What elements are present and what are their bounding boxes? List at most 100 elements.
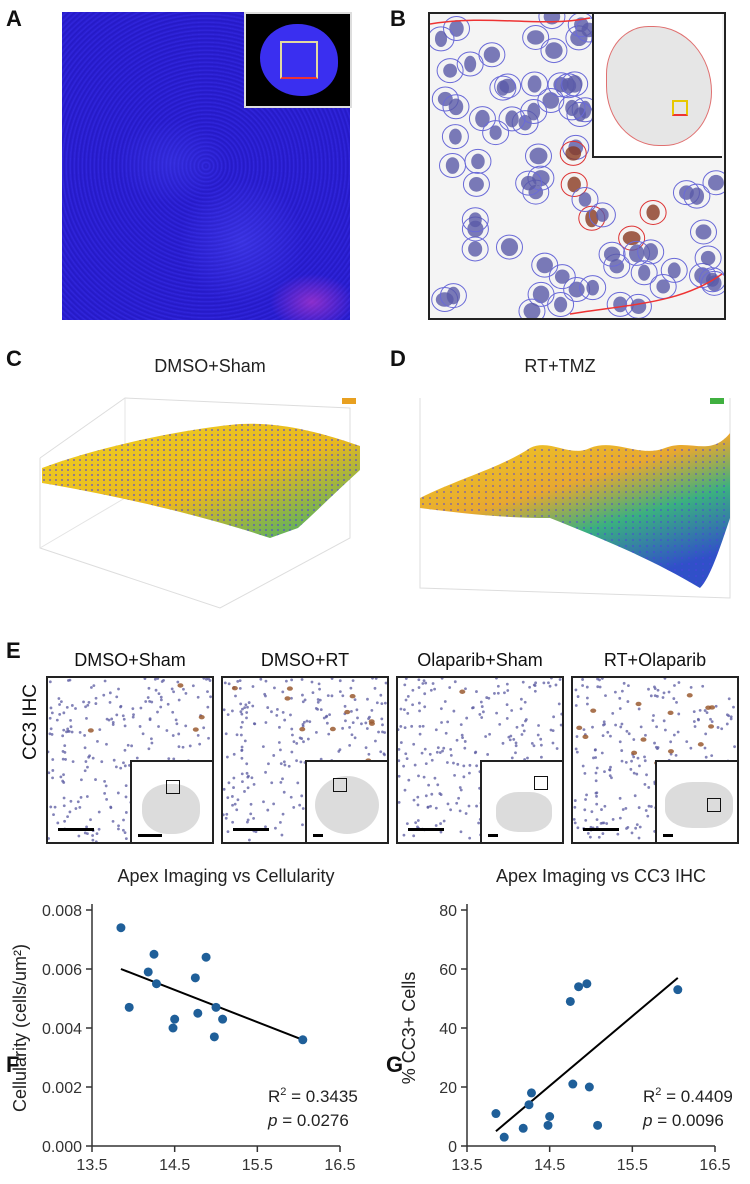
- segmented-cell: [630, 260, 658, 286]
- x-tick-label: 13.5: [76, 1157, 107, 1174]
- data-point: [124, 1002, 134, 1012]
- panel-letter-c: C: [6, 346, 22, 371]
- panel-b-roi-box: [672, 100, 688, 116]
- x-tick-label: 16.5: [699, 1157, 730, 1174]
- panel-b-segmentation-image: [428, 12, 726, 320]
- p-value-annotation: p = 0.0276: [267, 1111, 349, 1130]
- data-point: [543, 1120, 553, 1130]
- panel-a-fluorescence-image: [62, 12, 352, 320]
- segmented-cell: [649, 273, 677, 299]
- data-point: [193, 1008, 203, 1018]
- inset-scale-bar: [313, 834, 323, 837]
- y-tick-label: 0.004: [42, 1021, 82, 1038]
- r-squared-annotation: R2 = 0.3435: [268, 1086, 358, 1106]
- scale-bar: [233, 828, 269, 831]
- segmented-cell: [540, 38, 568, 64]
- segmented-cell: [624, 293, 652, 318]
- segmented-cell: [571, 186, 599, 212]
- data-point: [143, 967, 153, 977]
- segmented-cell: [495, 234, 523, 260]
- segmented-cell: [518, 298, 546, 318]
- data-point: [526, 1088, 536, 1098]
- data-point: [116, 923, 126, 933]
- data-point: [584, 1082, 594, 1092]
- data-point: [582, 979, 592, 989]
- tissue-thumbnail: [496, 792, 552, 832]
- ihc-inset: [480, 760, 562, 842]
- segmented-cell: [598, 241, 626, 267]
- panel-a-roi-box: [280, 41, 318, 79]
- segmented-cell: [683, 183, 711, 209]
- segmented-cell: [637, 239, 665, 265]
- y-tick-label: 40: [439, 1021, 457, 1038]
- ihc-image-dmso-rt: [221, 676, 389, 844]
- panel-letter-e: E: [6, 638, 21, 663]
- panel-letter-f: F: [6, 1052, 20, 1077]
- data-point: [149, 949, 159, 959]
- data-point: [673, 985, 683, 995]
- inset-scale-bar: [488, 834, 498, 837]
- panel-b-overview-tissue: [606, 26, 712, 146]
- segmented-cell: [439, 283, 467, 309]
- ihc-nuclei: [398, 678, 562, 842]
- segmented-cell: [588, 202, 616, 228]
- data-point: [574, 982, 584, 992]
- segmented-cell: [482, 120, 510, 146]
- data-point: [518, 1123, 528, 1133]
- segmented-cell: [439, 153, 467, 179]
- y-tick-label: 0.000: [42, 1139, 82, 1156]
- y-tick-label: 60: [439, 962, 457, 979]
- panel-letter-g: G: [386, 1052, 404, 1077]
- segmented-cell: [531, 252, 559, 278]
- data-point: [190, 973, 200, 983]
- panel-d-3d-surface: [419, 398, 731, 599]
- x-tick-label: 14.5: [534, 1157, 565, 1174]
- ihc-title-1: DMSO+Sham: [74, 650, 186, 670]
- data-point: [298, 1035, 308, 1045]
- segmented-cell: [489, 75, 517, 101]
- roi-box: [166, 780, 180, 794]
- x-axis-label: ln(SSD): [184, 1178, 247, 1180]
- segmented-cell: [441, 124, 469, 150]
- panel-a-overview-tissue: [260, 24, 338, 96]
- scale-bar: [408, 828, 444, 831]
- data-point: [491, 1109, 501, 1119]
- data-point: [545, 1112, 555, 1121]
- x-axis-label: ln(SSD): [559, 1178, 622, 1180]
- data-point: [209, 1032, 219, 1042]
- data-point: [151, 979, 161, 989]
- y-tick-label: 80: [439, 903, 457, 920]
- x-tick-label: 15.5: [242, 1157, 273, 1174]
- panel-b-overview-inset: [592, 14, 722, 158]
- y-tick-label: 0.002: [42, 1080, 82, 1097]
- panel-e-row-label: CC3 IHC: [20, 684, 42, 760]
- segmented-cell: [464, 148, 492, 174]
- segmented-cell: [521, 71, 549, 97]
- scale-bar: [583, 828, 619, 831]
- panel-d-title: RT+TMZ: [524, 356, 596, 376]
- y-tick-label: 0.008: [42, 903, 82, 920]
- row-label-text: CC3 IHC: [20, 683, 41, 760]
- roi-box: [333, 778, 347, 792]
- chart-f: Apex Imaging vs Cellularity 0.000 0.002 0.0…: [10, 866, 358, 1180]
- segmented-cell: [558, 95, 586, 121]
- panel-c-3d-surface: [39, 397, 360, 609]
- ihc-title-4: RT+Olaparib: [603, 650, 707, 670]
- segmented-cell: [560, 171, 588, 197]
- ihc-nuclei: [223, 678, 387, 842]
- ihc-inset: [130, 760, 212, 842]
- data-point: [593, 1120, 603, 1130]
- data-point: [211, 1002, 221, 1012]
- segmented-cell: [660, 257, 688, 283]
- segmented-cell: [527, 281, 555, 307]
- ihc-inset: [655, 760, 737, 842]
- segmented-cell: [524, 143, 552, 169]
- data-point: [565, 996, 575, 1006]
- tissue-thumbnail: [315, 776, 379, 834]
- segmented-cell: [498, 106, 526, 132]
- roi-box: [707, 798, 721, 812]
- ihc-image-olaparib-sham: [396, 676, 564, 844]
- segmented-cell: [559, 140, 587, 166]
- y-tick-label: 0.006: [42, 962, 82, 979]
- data-point: [170, 1014, 180, 1024]
